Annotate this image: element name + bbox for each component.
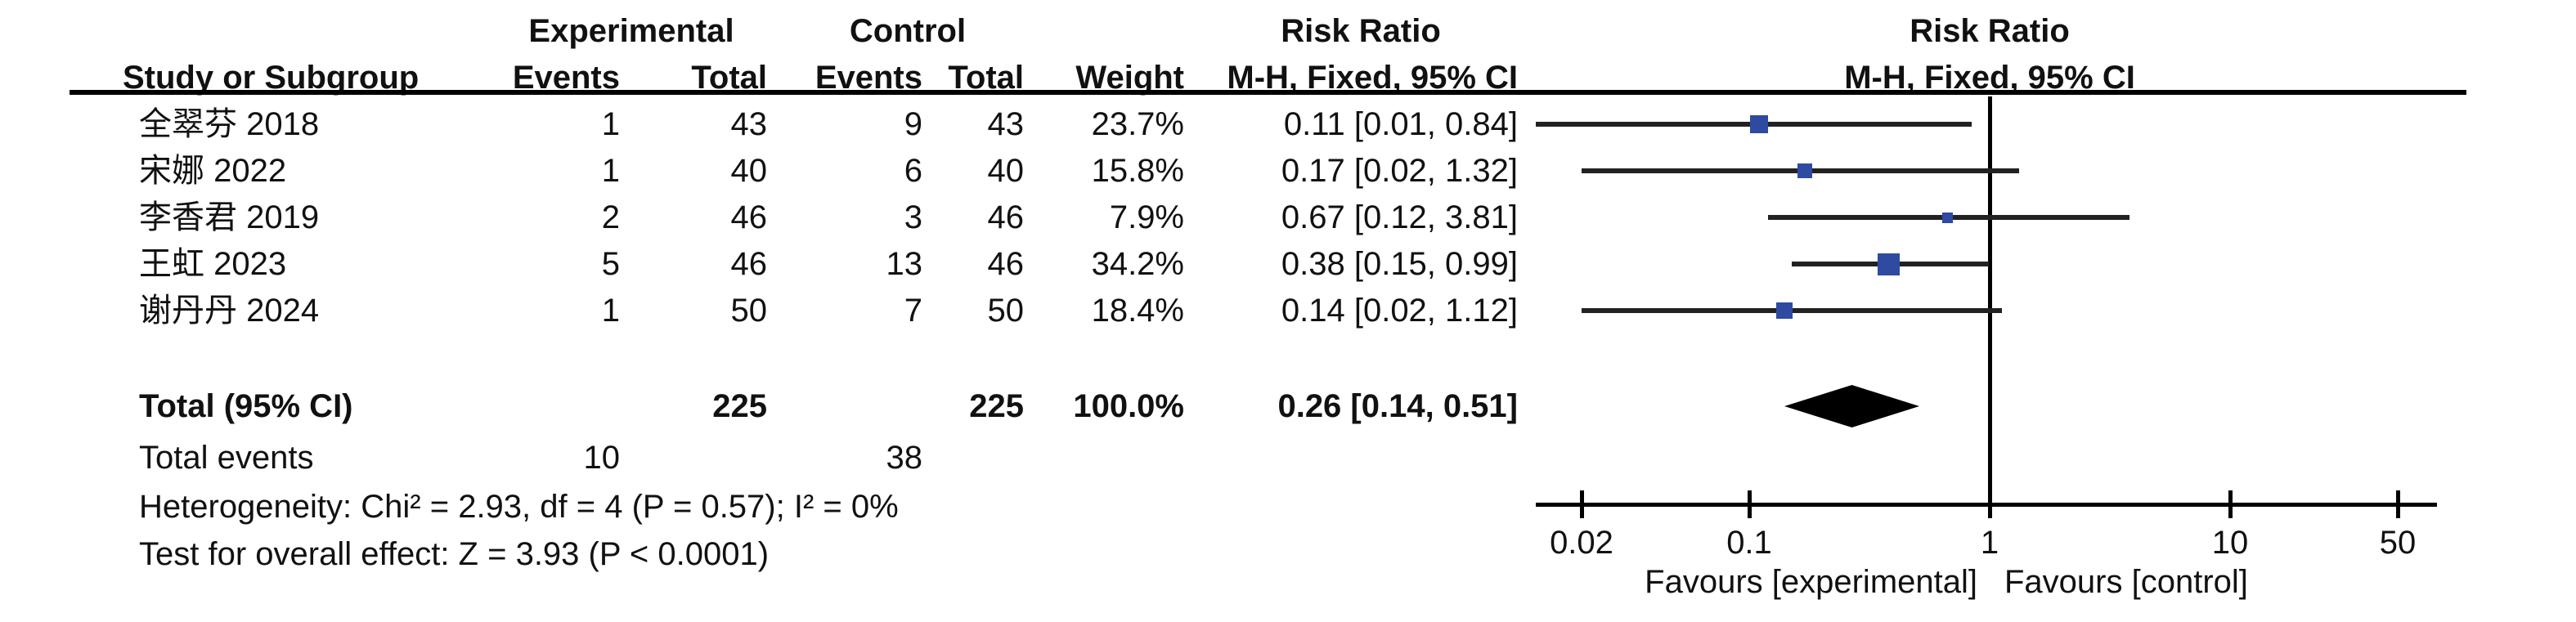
effect-square (1797, 163, 1812, 178)
axis-tick (2228, 490, 2233, 518)
ci-text: 0.17 [0.02, 1.32] (1281, 153, 1518, 189)
favours-experimental-label: Favours [experimental] (1645, 564, 1977, 600)
header-risk-ratio-right: Risk Ratio (1910, 13, 2070, 49)
total-exp: 46 (730, 199, 768, 235)
axis-tick-label: 0.02 (1550, 525, 1613, 561)
effect-square (1776, 302, 1793, 319)
total-ctl: 46 (987, 246, 1025, 282)
ci-text: 0.38 [0.15, 0.99] (1281, 246, 1518, 282)
favours-control-label: Favours [control] (2004, 564, 2248, 600)
total-ctl: 50 (987, 293, 1025, 329)
weight: 34.2% (1091, 246, 1184, 282)
heterogeneity-text: Heterogeneity: Chi² = 2.93, df = 4 (P = … (139, 489, 899, 525)
col-events-exp: Events (512, 60, 620, 96)
events-ctl: 6 (904, 153, 922, 189)
events-exp: 1 (601, 293, 620, 329)
weight: 18.4% (1091, 293, 1184, 329)
axis-tick-label: 1 (1980, 525, 1999, 561)
col-mh-fixed-left: M-H, Fixed, 95% CI (1227, 60, 1518, 96)
header-experimental: Experimental (528, 13, 734, 49)
ci-text: 0.14 [0.02, 1.12] (1281, 293, 1518, 329)
events-ctl: 13 (886, 246, 923, 282)
events-exp: 1 (601, 106, 620, 142)
study-name: 李香君 2019 (139, 199, 320, 235)
total-events-exp: 10 (583, 440, 621, 476)
total-exp: 40 (730, 153, 768, 189)
ci-text: 0.11 [0.01, 0.84] (1283, 106, 1518, 142)
total-weight: 100.0% (1073, 388, 1184, 424)
total-exp: 43 (730, 106, 768, 142)
weight: 23.7% (1091, 106, 1184, 142)
effect-square (1878, 253, 1900, 275)
total-events-ctl: 38 (886, 440, 923, 476)
col-weight: Weight (1075, 60, 1184, 96)
axis-tick-label: 0.1 (1726, 525, 1772, 561)
axis-tick (1988, 490, 1992, 518)
total-ci-text: 0.26 [0.14, 0.51] (1277, 388, 1518, 424)
null-effect-line (1988, 96, 1992, 504)
events-exp: 5 (601, 246, 620, 282)
events-exp: 1 (601, 153, 620, 189)
col-total-ctl: Total (948, 60, 1024, 96)
col-total-exp: Total (691, 60, 767, 96)
header-control: Control (849, 13, 967, 49)
total-diamond (1784, 385, 1919, 427)
effect-square (1750, 115, 1768, 133)
header-risk-ratio-left: Risk Ratio (1281, 13, 1441, 49)
events-ctl: 3 (904, 199, 922, 235)
col-study-or-subgroup: Study or Subgroup (123, 60, 420, 96)
total-ctl-sum: 225 (969, 388, 1024, 424)
col-mh-fixed-right: M-H, Fixed, 95% CI (1844, 60, 2135, 96)
study-name: 王虹 2023 (139, 246, 287, 282)
events-ctl: 7 (904, 293, 922, 329)
total-events-label: Total events (139, 440, 314, 476)
study-name: 全翠芬 2018 (139, 106, 320, 142)
study-name: 宋娜 2022 (139, 153, 287, 189)
study-name: 谢丹丹 2024 (139, 293, 320, 329)
overall-effect-text: Test for overall effect: Z = 3.93 (P < 0… (139, 536, 770, 572)
events-ctl: 9 (904, 106, 922, 142)
weight: 7.9% (1109, 199, 1184, 235)
total-exp: 50 (730, 293, 768, 329)
total-ctl: 46 (987, 199, 1025, 235)
axis-tick-label: 50 (2379, 525, 2417, 561)
col-events-ctl: Events (815, 60, 922, 96)
axis-tick (2396, 490, 2400, 518)
axis-tick (1748, 490, 1752, 518)
x-axis-line (1536, 503, 2437, 507)
total-ctl: 43 (987, 106, 1025, 142)
ci-text: 0.67 [0.12, 3.81] (1281, 199, 1518, 235)
header-underline (70, 90, 2466, 95)
total-label: Total (95% CI) (139, 388, 353, 424)
events-exp: 2 (601, 199, 620, 235)
total-exp: 46 (730, 246, 768, 282)
effect-square (1942, 213, 1953, 223)
axis-tick-label: 10 (2211, 525, 2249, 561)
weight: 15.8% (1091, 153, 1184, 189)
total-exp-sum: 225 (712, 388, 767, 424)
axis-tick (1580, 490, 1584, 518)
total-ctl: 40 (987, 153, 1025, 189)
